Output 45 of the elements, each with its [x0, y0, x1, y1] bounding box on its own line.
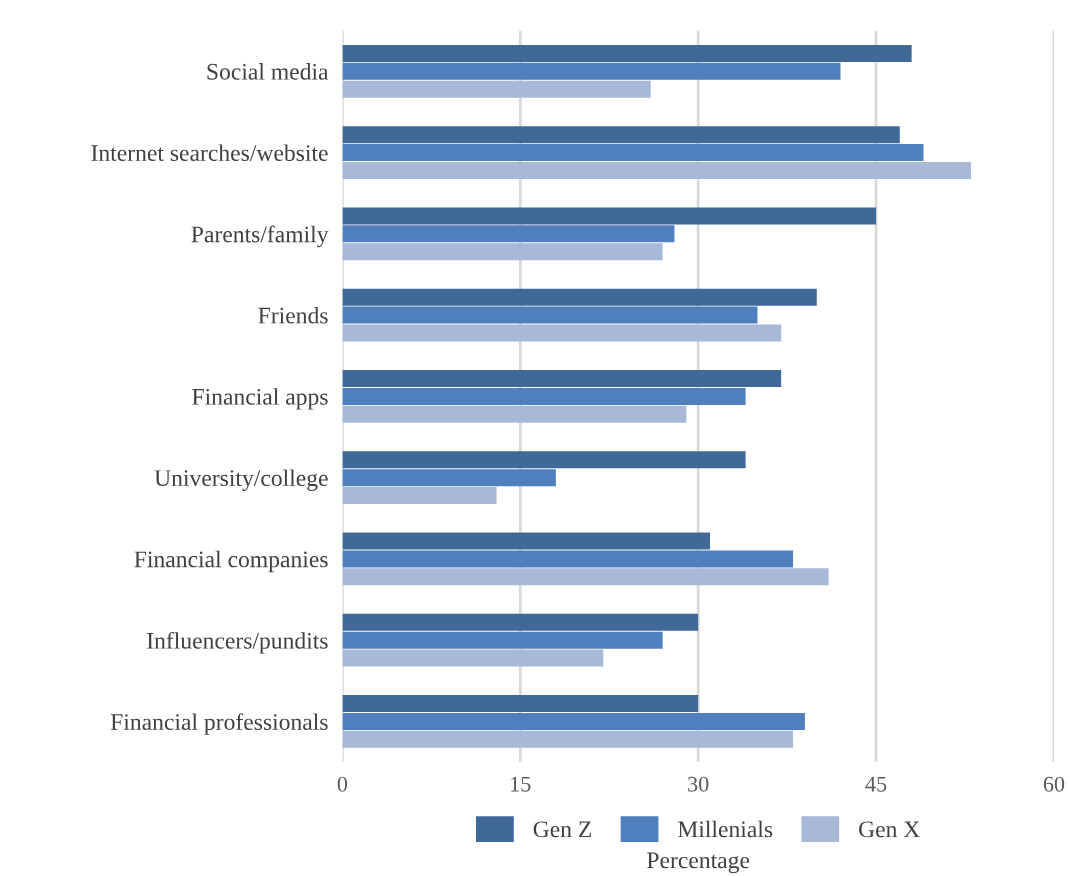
y-tick-label: Financial companies: [134, 550, 328, 573]
bar: [342, 532, 711, 550]
legend-label: Gen Z: [533, 821, 592, 838]
bar: [342, 469, 556, 487]
y-tick-label: University/college: [154, 469, 328, 491]
bar: [342, 126, 900, 144]
x-tick-label: 15: [511, 776, 531, 792]
y-tick-label: Social media: [207, 63, 329, 80]
bar: [342, 451, 746, 469]
y-tick-label: Financial apps: [192, 388, 328, 410]
legend-label: Millenials: [678, 820, 773, 838]
x-tick-label: 0: [337, 776, 348, 792]
bar: [342, 649, 604, 667]
bar: [342, 161, 971, 179]
bar: [342, 370, 782, 387]
y-tick-label: Internet searches/website: [91, 144, 328, 161]
x-axis-title: Percentage: [647, 852, 750, 874]
bar: [342, 207, 877, 225]
bar: [342, 324, 782, 342]
bar: [342, 288, 817, 306]
bar: [342, 487, 497, 505]
x-tick-label: 60: [1043, 776, 1065, 792]
bar: [342, 225, 675, 243]
legend-label: Gen X: [859, 821, 920, 838]
bar: [342, 306, 758, 324]
bar: [342, 80, 651, 98]
y-tick-label: Friends: [258, 306, 328, 324]
bar: [342, 144, 924, 162]
bar: [342, 550, 794, 568]
bar: [342, 568, 829, 586]
bar: [342, 405, 687, 423]
bar: [342, 730, 794, 748]
bar: [342, 613, 699, 631]
bar: [342, 712, 805, 730]
bar: [342, 62, 841, 80]
bar: [342, 44, 912, 62]
x-tick-label: 30: [688, 776, 709, 792]
y-tick-label: Parents/family: [191, 225, 329, 248]
bar: [342, 631, 663, 649]
x-tick-label: 45: [865, 776, 887, 792]
y-tick-label: Financial professionals: [110, 713, 328, 735]
bar: [342, 387, 746, 405]
bar: [342, 695, 699, 713]
bar: [342, 243, 663, 261]
y-tick-label: Influencers/pundits: [147, 631, 328, 654]
